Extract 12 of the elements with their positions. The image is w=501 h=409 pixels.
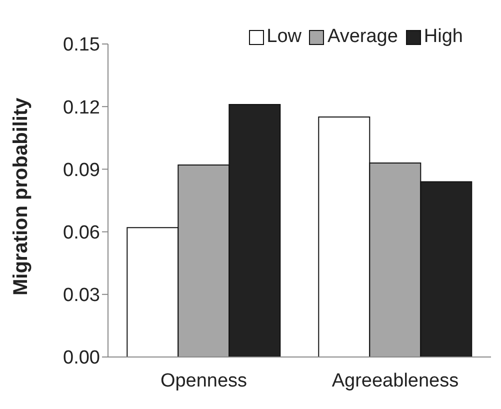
y-tick-label: 0.12 [63, 97, 100, 118]
y-tick-label: 0.00 [63, 348, 100, 369]
y-axis-title: Migration probability [10, 96, 32, 296]
y-tick-label: 0.06 [63, 222, 100, 244]
legend-label: High [422, 26, 463, 48]
legend-label: Average [326, 26, 398, 48]
x-tick-label: Openness [160, 370, 248, 392]
y-tick-label: 0.09 [63, 160, 100, 181]
x-tick-label: Agreeableness [332, 370, 459, 392]
y-tick-label: 0.03 [63, 285, 100, 306]
legend-label: Low [266, 26, 302, 48]
y-tick-label: 0.15 [63, 34, 100, 56]
